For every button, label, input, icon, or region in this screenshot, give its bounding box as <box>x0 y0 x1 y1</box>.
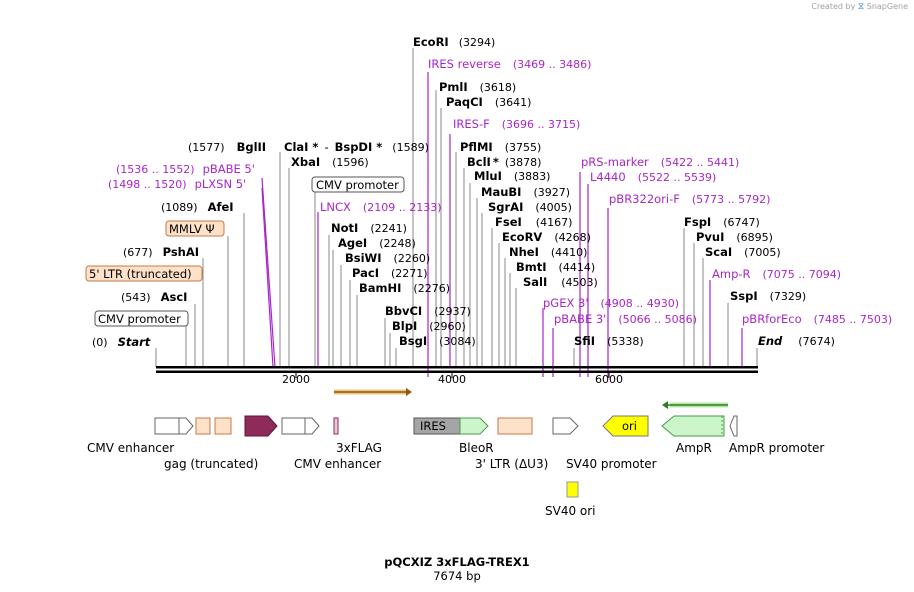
label-cmv-promoter-left[interactable]: CMV promoter <box>98 312 181 326</box>
site-label-sfii[interactable]: SfiI (5338) <box>574 334 644 348</box>
feature-cmv-enhancer-1[interactable] <box>154 417 194 435</box>
site-label-bcli[interactable]: BclI * (3878) <box>467 155 541 169</box>
snapgene-logo-icon: ⧖ <box>857 2 865 12</box>
feature-label-sv40-ori: SV40 ori <box>545 504 596 518</box>
site-labels-mcs: NotI (2241) AgeI (2248) BsiWI (2260) PacI (2… <box>331 221 476 348</box>
feature-sv40-promoter[interactable] <box>552 417 579 435</box>
site-label-bbvci[interactable]: BbvCI (2937) <box>385 304 471 318</box>
feature-label-gag-truncated: gag (truncated) <box>164 457 258 471</box>
feature-label-cmv-enhancer-2: CMV enhancer <box>294 457 381 471</box>
site-label-bsiwi[interactable]: BsiWI (2260) <box>345 251 430 265</box>
tick-label: 4000 <box>438 373 466 386</box>
primer-label-ires-reverse[interactable]: IRES reverse (3469 .. 3486) <box>428 57 591 71</box>
site-label-pvui[interactable]: PvuI (6895) <box>696 230 773 244</box>
feature-bleor[interactable] <box>459 417 489 435</box>
feature-ori[interactable] <box>602 415 649 437</box>
feature-label-ampr-promoter: AmpR promoter <box>729 441 824 455</box>
feature-ori-label: ori <box>622 419 637 433</box>
site-label-maubi[interactable]: MauBI (3927) <box>481 185 570 199</box>
label-5ltr-truncated[interactable]: 5' LTR (truncated) <box>89 267 192 281</box>
site-label-mlui[interactable]: MluI (3883) <box>474 169 550 183</box>
feature-3xflag[interactable] <box>333 417 339 435</box>
feature-label-3xflag: 3xFLAG <box>336 441 382 455</box>
primer-label-pbabe5[interactable]: (1536 .. 1552) pBABE 5' <box>116 162 255 176</box>
site-label-pflmi[interactable]: PflMI (3755) <box>460 140 541 154</box>
tick-label: 2000 <box>282 373 310 386</box>
label-cmv-promoter-top[interactable]: CMV promoter <box>316 178 399 192</box>
sequence-backbone <box>156 366 758 373</box>
feature-label-3ltr: 3' LTR (ΔU3) <box>475 457 548 471</box>
site-label-sspi[interactable]: SspI (7329) <box>730 289 806 303</box>
primer-label-l4440[interactable]: L4440 (5522 .. 5539) <box>590 170 716 184</box>
site-label-fspi[interactable]: FspI (6747) <box>684 215 760 229</box>
site-label-nhei[interactable]: NheI (4410) <box>509 245 587 259</box>
site-label-afei[interactable]: (1089) AfeI <box>161 200 234 214</box>
site-leader-lines <box>155 48 758 367</box>
feature-trex1-insert[interactable] <box>244 415 278 437</box>
orf-arrow-forward <box>334 388 412 396</box>
primer-label-amp-r[interactable]: Amp-R (7075 .. 7094) <box>712 267 841 281</box>
site-label-ecorv[interactable]: EcoRV (4268) <box>502 230 591 244</box>
site-label-sali[interactable]: SalI (4503) <box>523 275 598 289</box>
feature-labels: CMV enhancer gag (truncated) CMV enhance… <box>87 441 824 518</box>
feature-3ltr[interactable] <box>497 417 533 435</box>
tick-label: 6000 <box>595 373 623 386</box>
feature-cmv-enhancer-2[interactable] <box>281 417 320 435</box>
site-label-paci[interactable]: PacI (2271) <box>352 266 428 280</box>
feature-label-sv40-promoter: SV40 promoter <box>566 457 657 471</box>
primer-leader-lines <box>261 72 743 377</box>
site-label-agei[interactable]: AgeI (2248) <box>338 236 416 250</box>
site-labels-left: (1577) BglII ClaI * - BspDI * (1589) XbaI (1596… <box>92 140 429 349</box>
primer-label-ires-f[interactable]: IRES-F (3696 .. 3715) <box>453 117 580 131</box>
snapgene-credit: Created by ⧖ SnapGene <box>811 2 908 12</box>
primer-label-pbabe3[interactable]: pBABE 3' (5066 .. 5086) <box>554 312 697 326</box>
site-label-start[interactable]: (0) Start <box>92 335 151 349</box>
site-labels-center: EcoRI (3294) PmlI (3618) PaqCI (3641) PflMI… <box>413 35 598 289</box>
feature-ampr-promoter[interactable] <box>729 415 738 437</box>
orf-arrow-reverse <box>662 401 728 409</box>
feature-track: IRES ori <box>154 415 738 498</box>
feature-label-ampr: AmpR <box>676 441 712 455</box>
site-label-scai[interactable]: ScaI (7005) <box>705 245 781 259</box>
site-label-bmti[interactable]: BmtI (4414) <box>516 260 595 274</box>
primer-label-plxsn5[interactable]: (1498 .. 1520) pLXSN 5' <box>108 177 246 191</box>
site-label-pmli[interactable]: PmlI (3618) <box>439 80 516 94</box>
boxed-labels: CMV promoter MMLV Ψ 5' LTR (truncated) C… <box>85 176 405 327</box>
site-label-blpi[interactable]: BlpI (2960) <box>392 319 466 333</box>
site-label-asci[interactable]: (543) AscI <box>121 290 187 304</box>
site-label-bglii[interactable]: (1577) BglII <box>188 140 266 154</box>
primer-label-pbr322ori-f[interactable]: pBR322ori-F (5773 .. 5792) <box>609 192 770 206</box>
primer-label-pbrforeco[interactable]: pBRforEco (7485 .. 7503) <box>742 312 892 326</box>
feature-ampr[interactable] <box>661 415 725 437</box>
label-mmlv-psi[interactable]: MMLV Ψ <box>169 222 215 236</box>
site-labels-right: SfiI (5338) FspI (6747) PvuI (6895) ScaI (70… <box>574 215 835 348</box>
site-label-end[interactable]: End (7674) <box>758 334 835 348</box>
feature-mmlv-psi[interactable] <box>214 417 232 435</box>
feature-label-bleor: BleoR <box>459 441 494 455</box>
axis-ticks: 2000 4000 6000 <box>282 373 623 386</box>
site-label-noti[interactable]: NotI (2241) <box>331 221 407 235</box>
site-label-xbai[interactable]: XbaI (1596) <box>291 155 369 169</box>
site-label-sgrai[interactable]: SgrAI (4005) <box>488 200 572 214</box>
site-label-clai-bspdi[interactable]: ClaI * - BspDI * (1589) <box>284 140 429 154</box>
primer-labels: IRES reverse (3469 .. 3486) IRES-F (3696 .… <box>108 57 892 326</box>
primer-label-lncx[interactable]: LNCX (2109 .. 2133) <box>320 200 441 214</box>
site-label-ecori[interactable]: EcoRI (3294) <box>413 35 495 49</box>
plasmid-name: pQCXIZ 3xFLAG-TREX1 <box>384 555 529 569</box>
feature-label-cmv-enhancer-1: CMV enhancer <box>87 441 174 455</box>
primer-label-pgex3[interactable]: pGEX 3' (4908 .. 4930) <box>543 296 679 310</box>
feature-ires-label: IRES <box>420 419 446 433</box>
site-label-bsgi[interactable]: BsgI (3084) <box>399 334 476 348</box>
site-label-paqci[interactable]: PaqCI (3641) <box>446 95 531 109</box>
feature-gag-truncated[interactable] <box>195 417 211 435</box>
feature-sv40-ori[interactable] <box>566 481 579 498</box>
primer-label-prs-marker[interactable]: pRS-marker (5422 .. 5441) <box>581 155 739 169</box>
site-label-pshai[interactable]: (677) PshAI <box>123 245 199 259</box>
site-label-bamhi[interactable]: BamHI (2276) <box>359 281 450 295</box>
plasmid-length: 7674 bp <box>433 569 481 583</box>
site-label-fsei[interactable]: FseI (4167) <box>495 215 572 229</box>
